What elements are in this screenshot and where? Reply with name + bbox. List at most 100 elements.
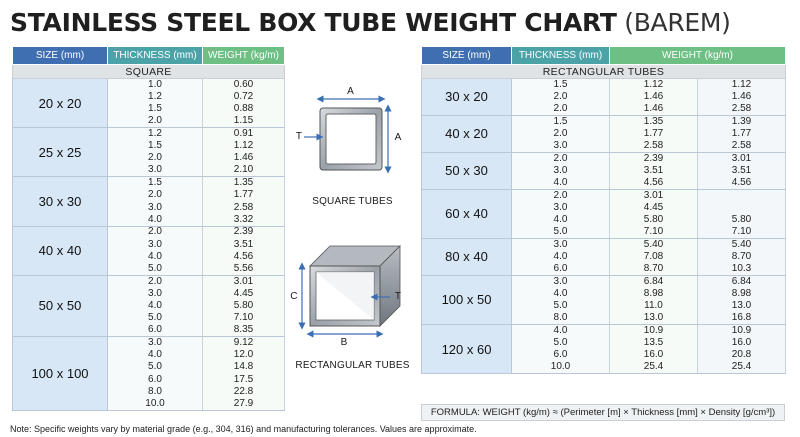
table-row: 1.5 0.88 <box>13 103 285 116</box>
table-row: 120 x 60 4.0 10.9 10.9 <box>421 323 786 375</box>
thickness-cell: 5.0 <box>107 312 203 325</box>
table-row: 4.0 3.32 <box>13 213 285 227</box>
dim-label-a-side: A <box>394 132 402 143</box>
weight-cell: 4.56 <box>697 176 786 190</box>
thickness-cell: 3.0 <box>107 287 203 300</box>
weight-cell: 1.12 <box>202 139 285 153</box>
thickness-cell: 2.0 <box>107 189 203 202</box>
thickness-cell: 5.0 <box>511 299 610 313</box>
weight-cell: 1.35 <box>609 115 698 128</box>
weight-cell: 3.51 <box>202 238 285 251</box>
table-row: 6.0 8.35 <box>13 324 285 338</box>
size-header: SIZE (mm) <box>421 46 512 65</box>
table-row: 4.0 5.80 <box>13 299 285 313</box>
thickness-cell: 1.2 <box>107 90 203 104</box>
weight-cell: 1.77 <box>697 127 786 140</box>
weight-cell: 7.10 <box>697 226 786 239</box>
weight-cell: 4.45 <box>202 287 285 300</box>
table-row: 4.0 7.08 8.70 <box>422 250 786 263</box>
thickness-cell: 3.0 <box>511 238 610 251</box>
weight-header: WEIGHT (kg/m) <box>609 46 786 65</box>
weight-cell: 5.80 <box>609 213 698 227</box>
title-main: STAINLESS STEEL BOX TUBE WEIGHT CHART <box>10 8 617 37</box>
thickness-cell: 3.0 <box>107 164 203 178</box>
weight-cell: 4.56 <box>609 176 698 190</box>
size-header: SIZE (mm) <box>12 46 108 65</box>
thickness-cell: 6.0 <box>107 373 203 386</box>
table-row: 3.0 3.51 3.51 <box>422 164 786 177</box>
size-cell: 25 x 25 <box>12 127 108 178</box>
thickness-cell: 3.0 <box>511 139 610 153</box>
table-row: 60 x 40 2.0 3.01 <box>421 188 786 239</box>
weight-cell: 5.56 <box>202 262 285 276</box>
thickness-cell: 2.0 <box>511 189 610 202</box>
weight-cell: 3.32 <box>202 213 285 227</box>
thickness-cell: 4.0 <box>511 324 610 337</box>
table-row: 2.0 1.77 1.77 <box>422 127 786 140</box>
dim-label-a-top: A <box>347 86 354 97</box>
thickness-cell: 3.0 <box>107 336 203 350</box>
weight-cell: 16.8 <box>697 312 786 325</box>
table-row: 6.0 16.0 20.8 <box>422 349 786 362</box>
table-row: 2.0 1.15 <box>13 115 285 129</box>
square-tube-diagram <box>298 95 401 338</box>
thickness-cell: 5.0 <box>107 361 203 374</box>
thickness-cell: 1.5 <box>511 78 610 91</box>
page-title: STAINLESS STEEL BOX TUBE WEIGHT CHART (B… <box>10 4 790 42</box>
weight-cell: 2.58 <box>609 139 698 153</box>
thickness-cell: 2.0 <box>511 90 610 104</box>
weight-cell: 1.46 <box>202 152 285 165</box>
weight-cell: 3.01 <box>202 275 285 288</box>
weight-cell: 3.01 <box>609 189 698 202</box>
table-row: 2.0 1.46 1.46 <box>422 90 786 104</box>
weight-cell: 13.0 <box>697 299 786 313</box>
thickness-cell: 6.0 <box>107 324 203 338</box>
weight-cell: 11.0 <box>609 299 698 313</box>
table-row: 4.0 8.98 8.98 <box>422 287 786 300</box>
table-row: 3.0 4.45 <box>422 201 786 214</box>
weight-cell: 16.0 <box>697 336 786 350</box>
weight-cell: 5.80 <box>202 299 285 313</box>
table-row: 100 x 50 3.0 6.84 6.84 <box>421 274 786 325</box>
table-row: 40 x 20 1.5 1.35 1.39 <box>421 114 786 153</box>
thickness-cell: 8.0 <box>107 385 203 399</box>
thickness-cell: 4.0 <box>107 250 203 263</box>
thickness-cell: 5.0 <box>511 226 610 239</box>
thickness-header: THICKNESS (mm) <box>107 46 203 65</box>
weight-cell: 8.70 <box>697 250 786 263</box>
square-tubes-caption: SQUARE TUBES <box>312 196 393 207</box>
table-row: 80 x 40 3.0 5.40 5.40 <box>421 237 786 276</box>
thickness-cell: 3.0 <box>511 201 610 214</box>
table-row: 2.0 1.77 <box>13 189 285 202</box>
thickness-cell: 2.0 <box>107 115 203 129</box>
size-cell: 120 x 60 <box>421 323 512 375</box>
table-row: 25 x 25 1.2 0.91 <box>12 127 285 178</box>
square-section-label: SQUARE <box>12 64 285 79</box>
weight-cell: 8.98 <box>697 287 786 300</box>
table-row: 3.0 2.58 2.58 <box>422 139 786 153</box>
thickness-cell: 4.0 <box>511 213 610 227</box>
table-row: 50 x 50 2.0 3.01 <box>12 274 285 338</box>
thickness-cell: 6.0 <box>511 262 610 276</box>
weight-cell: 4.45 <box>609 201 698 214</box>
weight-cell: 1.12 <box>609 78 698 91</box>
table-row: 2.0 1.46 <box>13 152 285 165</box>
weight-cell: 1.39 <box>697 115 786 128</box>
weight-cell: 7.10 <box>609 226 698 239</box>
size-cell: 50 x 30 <box>421 151 512 190</box>
rectangular-tube-table: SIZE (mm) THICKNESS (mm) WEIGHT (kg/m) R… <box>421 46 786 375</box>
weight-cell: 17.5 <box>202 373 285 386</box>
thickness-cell: 4.0 <box>107 349 203 362</box>
table-row: 10.0 27.9 <box>13 398 285 412</box>
table-row: 4.0 5.80 5.80 <box>422 213 786 227</box>
weight-cell: 9.12 <box>202 336 285 350</box>
weight-cell: 1.46 <box>609 103 698 116</box>
weight-cell: 2.58 <box>202 201 285 214</box>
thickness-cell: 4.0 <box>107 213 203 227</box>
weight-cell: 10.9 <box>609 324 698 337</box>
size-cell: 40 x 20 <box>421 114 512 153</box>
weight-cell: 5.80 <box>697 213 786 227</box>
weight-cell: 1.15 <box>202 115 285 129</box>
table-row: 100 x 100 3.0 9.12 <box>12 336 285 412</box>
weight-cell: 14.8 <box>202 361 285 374</box>
